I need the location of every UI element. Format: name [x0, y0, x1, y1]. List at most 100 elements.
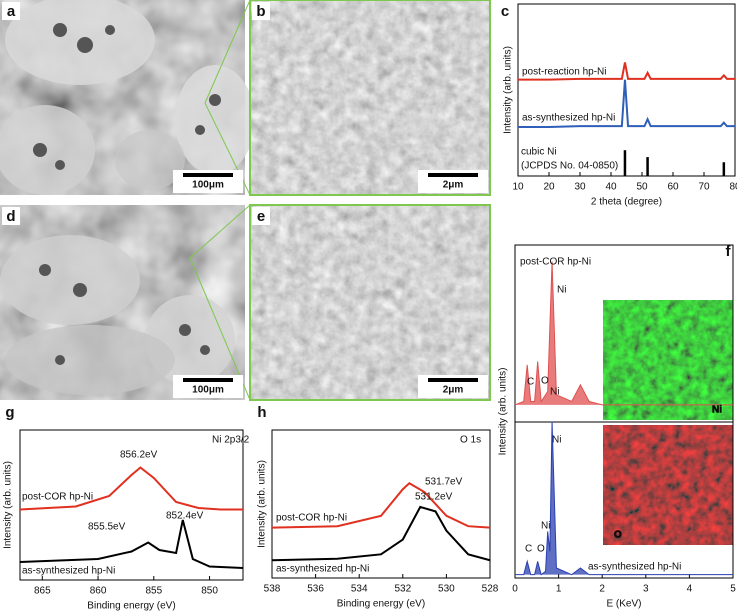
panel-label: c [501, 3, 509, 20]
sem-image-e [250, 205, 490, 400]
panel-label-box [2, 207, 20, 225]
scale-bar [183, 173, 233, 177]
panel-label: d [6, 208, 15, 225]
scale-bar [428, 378, 478, 382]
x-tick-label: 70 [698, 182, 710, 193]
panel-label: e [257, 208, 265, 225]
x-tick-label: 538 [264, 584, 281, 595]
annotation: 855.5eV [88, 522, 126, 533]
x-tick-label: 532 [394, 584, 411, 595]
x-tick-label: 850 [201, 586, 218, 597]
annotation: post-COR hp-Ni [520, 257, 591, 268]
map-label: Ni [712, 405, 722, 416]
x-tick-label: 50 [636, 182, 648, 193]
annotation: O [537, 544, 545, 555]
sem-image-d [0, 205, 245, 400]
scale-bar-label: 100μm [192, 385, 224, 396]
annotation: C [525, 544, 532, 555]
x-tick-label: 2 [599, 584, 605, 595]
x-tick-label: 855 [145, 586, 162, 597]
panel-label: f [726, 243, 732, 260]
annotation: post-reaction hp-Ni [522, 67, 606, 78]
spectrum-line [271, 505, 491, 562]
scale-bar [428, 173, 478, 177]
annotation: O [541, 376, 549, 387]
annotation: post-COR hp-Ni [276, 513, 347, 524]
annotation: post-COR hp-Ni [22, 492, 93, 503]
scale-bar-label: 2μm [443, 385, 464, 396]
annotation: 531.2eV [415, 492, 453, 503]
x-tick-label: 60 [667, 182, 679, 193]
annotation: 856.2eV [120, 450, 158, 461]
annotation: 531.7eV [425, 477, 463, 488]
annotation: as-synthesized hp-Ni [522, 113, 615, 124]
x-tick-label: 5 [730, 584, 736, 595]
spectrum-line [271, 482, 491, 529]
panel-title: O 1s [460, 435, 481, 446]
scale-bar-label: 100μm [192, 180, 224, 191]
scale-bar-label: 2μm [443, 180, 464, 191]
x-tick-label: 860 [90, 586, 107, 597]
spectrum-line [518, 79, 735, 128]
x-tick-label: 536 [307, 584, 324, 595]
annotation: C [527, 377, 534, 388]
annotation: Ni [552, 435, 561, 446]
zoom-line [204, 0, 251, 104]
x-axis-label: Binding energy (eV) [337, 599, 425, 610]
zoom-line [189, 204, 251, 259]
panel-title: Ni 2p3/2 [212, 435, 250, 446]
x-tick-label: 10 [512, 182, 524, 193]
panel-label-box [252, 207, 270, 225]
x-axis-label: E (KeV) [606, 599, 641, 610]
x-tick-label: 0 [512, 584, 518, 595]
annotation: Ni [557, 285, 566, 296]
sem-image-b [250, 0, 490, 195]
spectrum-line [518, 62, 735, 81]
annotation: as-synthesized hp-Ni [22, 566, 115, 577]
x-tick-label: 30 [574, 182, 586, 193]
x-tick-label: 534 [351, 584, 368, 595]
spectrum-line [515, 421, 733, 576]
panel-label-box [252, 2, 270, 20]
y-axis-label: Intensity (arb. units) [257, 460, 268, 548]
x-tick-label: 865 [34, 586, 51, 597]
x-axis-label: Binding energy (eV) [87, 601, 175, 612]
spectrum-line [19, 519, 244, 569]
panel-label: b [256, 3, 265, 20]
sem-image-a [0, 0, 255, 195]
annotation: Ni [550, 387, 559, 398]
ni-map [603, 300, 733, 420]
frame [249, 0, 491, 196]
x-axis-label: 2 theta (degree) [591, 197, 662, 208]
x-tick-label: 1 [556, 584, 562, 595]
o-map [603, 425, 733, 545]
x-tick-label: 3 [643, 584, 649, 595]
x-tick-label: 20 [543, 182, 555, 193]
annotation: Ni [541, 521, 550, 532]
plot-frame [514, 244, 734, 579]
x-tick-label: 530 [438, 584, 455, 595]
spectrum-area [515, 261, 733, 405]
y-axis-label: Intensity (arb. units) [503, 46, 514, 134]
annotation: 852.4eV [166, 511, 204, 522]
annotation: as-synthesized hp-Ni [588, 562, 681, 573]
annotation: (JCPDS No. 04-0850) [521, 161, 618, 172]
annotation: cubic Ni [521, 147, 557, 158]
y-axis-label: Intensity (arb. units) [498, 368, 509, 456]
annotation: as-synthesized hp-Ni [276, 564, 369, 575]
x-tick-label: 80 [729, 182, 737, 193]
scale-bar [183, 378, 233, 382]
plot-frame [271, 429, 491, 579]
x-tick-label: 4 [687, 584, 693, 595]
panel-label: a [7, 3, 16, 20]
y-axis-label: Intensity (arb. units) [3, 461, 14, 549]
plot-frame [517, 3, 736, 177]
spectrum-line [19, 466, 243, 511]
panel-label-box [2, 2, 20, 20]
panel-label: g [5, 404, 14, 421]
frame [249, 204, 491, 401]
map-label: O [614, 530, 622, 541]
x-tick-label: 528 [482, 584, 499, 595]
plot-frame [19, 429, 244, 581]
